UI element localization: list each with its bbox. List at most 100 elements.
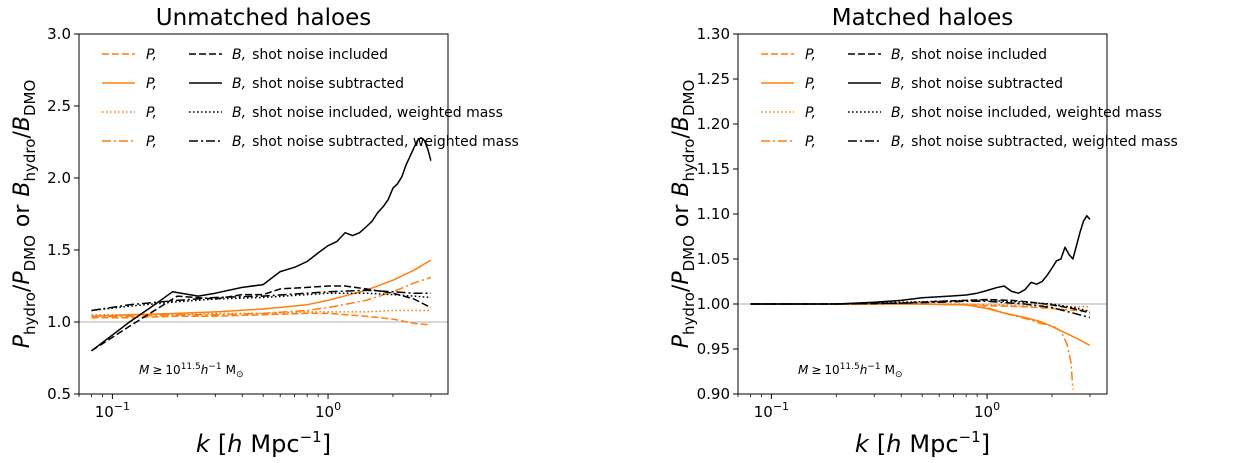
label-part: [ [877,430,886,458]
y-tick-label: 2.5 [47,97,71,115]
label-part: P, [146,134,157,150]
series-line-p-dashed [91,312,431,326]
label-part: h [860,363,868,377]
x-axis-label: k [h Mpc−1] [855,428,990,458]
chart-panel-2: 0.900.951.001.051.101.151.201.251.3010−1… [669,5,1178,458]
label-part: Mpc [250,430,299,458]
label-part: −1 [867,362,880,372]
label-part: B, [232,134,246,150]
y-tick-label: 1.0 [47,313,71,331]
x-tick-label: 100 [315,400,341,421]
label-part: B [10,116,35,131]
label-part: shot noise included [911,47,1047,63]
series-line-p-solid [750,303,1091,347]
label-part: / [10,131,35,139]
label-part: B, [891,134,905,150]
label-part: hydro [680,292,698,335]
label-part: ≥ [811,363,821,377]
x-tick-label: 100 [974,400,1000,421]
label-part: DMO [680,80,698,116]
label-part: B [669,181,694,196]
mass-cut-annotation: M ≥1011.5h−1 M⊙ [798,362,903,380]
legend: P, B, shot noise included P, B, shot noise su… [102,47,519,150]
legend-p-label: P, [805,76,816,92]
y-tick-label: 1.25 [697,70,730,88]
label-part: ⊙ [236,370,244,380]
label-part: / [669,131,694,139]
label-part: P, [146,47,157,63]
x-tick-base: 10 [974,403,993,421]
y-tick-label: 1.10 [697,205,730,223]
label-part: h [201,363,209,377]
x-tick-exponent: 0 [334,400,341,413]
legend-p-label: P, [146,105,157,121]
label-part: shot noise subtracted, weighted mass [911,134,1178,150]
label-part: M [798,363,809,377]
y-tick-label: 1.5 [47,241,71,259]
label-part: shot noise subtracted, weighted mass [252,134,519,150]
x-tick-exponent: −1 [114,400,130,413]
x-tick-label: 10−1 [754,400,789,421]
x-tick-label: 10−1 [95,400,130,421]
legend-p-label: P, [805,105,816,121]
label-part: ⊙ [895,370,903,380]
series-line-b-dashed [91,285,432,352]
series-line-p-dotted [750,303,1090,308]
label-part: P [10,271,35,285]
label-part: ] [981,430,990,458]
x-axis-label: k [h Mpc−1] [196,428,331,458]
series-line-p-dashdot [91,276,432,317]
label-part: −1 [208,362,221,372]
label-part: shot noise subtracted [911,76,1063,92]
label-part: h [227,430,242,458]
y-tick-label: 2.0 [47,169,71,187]
label-part: M [139,363,150,377]
series-group [750,215,1091,390]
series-line-b-solid [91,136,432,352]
label-part: Mpc [909,430,958,458]
legend-entry-label: B, shot noise included [232,47,388,63]
chart-title: Matched haloes [832,5,1014,31]
label-part: P, [146,105,157,121]
label-part: [ [218,430,227,458]
label-part: 10 [165,363,180,377]
x-tick-base: 10 [95,403,114,421]
label-part: −1 [959,428,981,446]
label-part: P, [805,76,816,92]
legend-entry-label: B, shot noise subtracted [232,76,404,92]
y-tick-label: 1.15 [697,160,730,178]
legend-p-label: P, [146,134,157,150]
label-part: or [10,204,35,227]
legend-p-label: P, [146,76,157,92]
series-line-b-dashdot [91,289,431,312]
label-part: B, [232,76,246,92]
label-part: −1 [300,428,322,446]
y-axis-label: Phydro/PDMOorBhydro/BDMO [10,80,39,349]
x-tick-exponent: 0 [993,400,1000,413]
y-tick-label: 1.20 [697,115,730,133]
y-tick-label: 1.05 [697,250,730,268]
label-part: B, [891,76,905,92]
y-tick-label: 1.30 [697,25,730,43]
y-tick-label: 1.00 [697,295,730,313]
legend-p-label: P, [146,47,157,63]
series-group [91,136,432,352]
legend-p-label: P, [805,47,816,63]
label-part: hydro [21,292,39,335]
label-part: P, [805,47,816,63]
label-part: B, [891,105,905,121]
label-part: / [10,284,35,292]
label-part: shot noise included [252,47,388,63]
label-part: 11.5 [840,362,860,372]
label-part: M [885,363,895,377]
legend-p-label: P, [805,134,816,150]
label-part: P, [805,105,816,121]
y-axis-label: Phydro/PDMOorBhydro/BDMO [669,80,698,349]
legend-entry-label: B, shot noise included, weighted mass [232,105,503,121]
chart-title: Unmatched haloes [156,5,371,31]
label-part: P [669,334,694,348]
series-line-p-dashdot [750,303,1074,390]
legend-entry-label: B, shot noise subtracted [891,76,1063,92]
label-part: shot noise subtracted [252,76,404,92]
